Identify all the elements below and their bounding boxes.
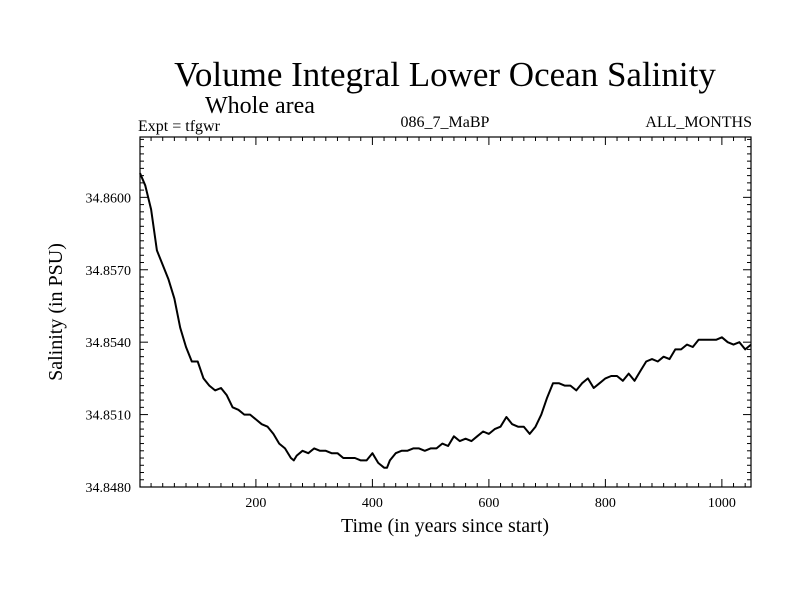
salinity-series-line xyxy=(139,172,752,469)
period-label: ALL_MONTHS xyxy=(645,114,752,131)
x-tick-label: 200 xyxy=(245,496,266,511)
y-tick-label: 34.8510 xyxy=(86,409,132,424)
x-tick-label: 1000 xyxy=(708,496,736,511)
y-tick-label: 34.8570 xyxy=(86,264,132,279)
y-tick-label: 34.8480 xyxy=(86,481,132,496)
chart-title: Volume Integral Lower Ocean Salinity xyxy=(174,55,716,94)
plot-frame xyxy=(139,136,752,488)
x-axis-ticks: 200 400 600 800 1000 xyxy=(150,137,746,511)
y-tick-label: 34.8540 xyxy=(86,336,132,351)
y-axis-label: Salinity (in PSU) xyxy=(45,243,67,381)
run-label: 086_7_MaBP xyxy=(401,114,490,131)
x-tick-label: 800 xyxy=(595,496,616,511)
expt-label: Expt = tfgwr xyxy=(138,118,221,135)
x-tick-label: 400 xyxy=(362,496,383,511)
chart-subtitle: Whole area xyxy=(205,93,315,119)
y-tick-label: 34.8600 xyxy=(86,191,132,206)
y-axis-ticks: 34.8480 34.8510 34.8540 34.8570 34.8600 xyxy=(86,138,751,496)
x-tick-label: 600 xyxy=(478,496,499,511)
x-axis-label: Time (in years since start) xyxy=(341,515,549,537)
